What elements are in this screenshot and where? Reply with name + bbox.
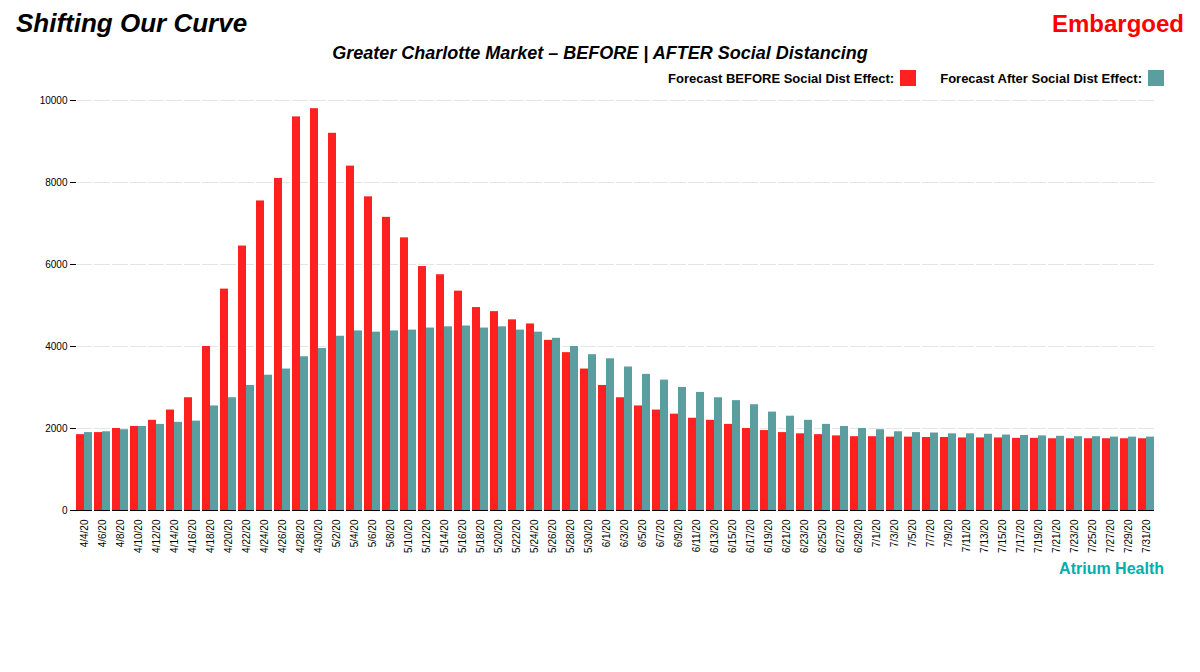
svg-text:4/4/20: 4/4/20 [79, 519, 90, 547]
svg-text:6/19/20: 6/19/20 [763, 519, 774, 553]
svg-text:7/29/20: 7/29/20 [1123, 519, 1134, 553]
html-text:Greater Charlotte Market – BEF: Greater Charlotte Market – BEFORE | AFTE… [332, 43, 868, 63]
svg-text:4/12/20: 4/12/20 [151, 519, 162, 553]
svg-text:6/11/20: 6/11/20 [691, 519, 702, 552]
svg-text:5/24/20: 5/24/20 [529, 519, 540, 553]
svg-text:6/23/20: 6/23/20 [799, 519, 810, 553]
svg-text:0: 0 [62, 505, 68, 516]
svg-text:6/13/20: 6/13/20 [709, 519, 720, 553]
svg-text:6000: 6000 [45, 259, 68, 270]
svg-text:5/14/20: 5/14/20 [439, 519, 450, 553]
svg-text:5/28/20: 5/28/20 [565, 519, 576, 553]
svg-text:5/20/20: 5/20/20 [493, 519, 504, 553]
html-text:Embargoed: Embargoed [1052, 10, 1184, 37]
svg-text:10000: 10000 [40, 95, 68, 106]
svg-text:7/23/20: 7/23/20 [1069, 519, 1080, 553]
svg-text:5/6/20: 5/6/20 [367, 519, 378, 547]
svg-text:6/7/20: 6/7/20 [655, 519, 666, 547]
svg-text:4/20/20: 4/20/20 [223, 519, 234, 553]
svg-text:4/28/20: 4/28/20 [295, 519, 306, 553]
svg-text:7/19/20: 7/19/20 [1033, 519, 1044, 553]
svg-text:7/3/20: 7/3/20 [889, 519, 900, 547]
html-text:Forecast BEFORE Social Dist Ef: Forecast BEFORE Social Dist Effect: [668, 70, 895, 86]
svg-text:5/30/20: 5/30/20 [583, 519, 594, 553]
svg-text:4/14/20: 4/14/20 [169, 519, 180, 553]
svg-text:7/21/20: 7/21/20 [1051, 519, 1062, 553]
svg-text:6/25/20: 6/25/20 [817, 519, 828, 553]
svg-text:4/26/20: 4/26/20 [277, 519, 288, 553]
svg-text:6/5/20: 6/5/20 [637, 519, 648, 547]
svg-text:8000: 8000 [45, 177, 68, 188]
svg-text:5/4/20: 5/4/20 [349, 519, 360, 547]
svg-text:7/11/20: 7/11/20 [961, 519, 972, 552]
svg-text:7/17/20: 7/17/20 [1015, 519, 1026, 553]
svg-text:5/2/20: 5/2/20 [331, 519, 342, 547]
svg-text:5/10/20: 5/10/20 [403, 519, 414, 553]
svg-text:6/9/20: 6/9/20 [673, 519, 684, 547]
svg-text:6/3/20: 6/3/20 [619, 519, 630, 547]
svg-text:6/29/20: 6/29/20 [853, 519, 864, 553]
svg-text:2000: 2000 [45, 423, 68, 434]
html-text:Atrium Health: Atrium Health [1059, 560, 1164, 577]
svg-text:4/22/20: 4/22/20 [241, 519, 252, 553]
html-text:Shifting Our Curve: Shifting Our Curve [16, 8, 248, 38]
svg-text:5/26/20: 5/26/20 [547, 519, 558, 553]
svg-text:7/7/20: 7/7/20 [925, 519, 936, 547]
svg-text:7/1/20: 7/1/20 [871, 519, 882, 547]
svg-text:6/21/20: 6/21/20 [781, 519, 792, 553]
svg-text:4/10/20: 4/10/20 [133, 519, 144, 553]
svg-text:5/18/20: 5/18/20 [475, 519, 486, 553]
svg-text:4/8/20: 4/8/20 [115, 519, 126, 547]
svg-text:6/15/20: 6/15/20 [727, 519, 738, 553]
svg-text:7/25/20: 7/25/20 [1087, 519, 1098, 553]
svg-text:7/27/20: 7/27/20 [1105, 519, 1116, 553]
svg-text:7/31/20: 7/31/20 [1141, 519, 1152, 553]
html-text:Forecast After Social Dist Eff: Forecast After Social Dist Effect: [940, 70, 1142, 86]
svg-text:6/1/20: 6/1/20 [601, 519, 612, 547]
svg-text:4/16/20: 4/16/20 [187, 519, 198, 553]
svg-text:4/30/20: 4/30/20 [313, 519, 324, 553]
svg-text:4/18/20: 4/18/20 [205, 519, 216, 553]
svg-text:5/22/20: 5/22/20 [511, 519, 522, 553]
svg-text:5/12/20: 5/12/20 [421, 519, 432, 553]
svg-text:6/17/20: 6/17/20 [745, 519, 756, 553]
svg-text:4/6/20: 4/6/20 [97, 519, 108, 547]
svg-text:4/24/20: 4/24/20 [259, 519, 270, 553]
svg-text:6/27/20: 6/27/20 [835, 519, 846, 553]
svg-text:5/16/20: 5/16/20 [457, 519, 468, 553]
svg-text:7/15/20: 7/15/20 [997, 519, 1008, 553]
svg-text:7/5/20: 7/5/20 [907, 519, 918, 547]
svg-text:5/8/20: 5/8/20 [385, 519, 396, 547]
svg-text:7/9/20: 7/9/20 [943, 519, 954, 547]
svg-text:7/13/20: 7/13/20 [979, 519, 990, 553]
svg-text:4000: 4000 [45, 341, 68, 352]
